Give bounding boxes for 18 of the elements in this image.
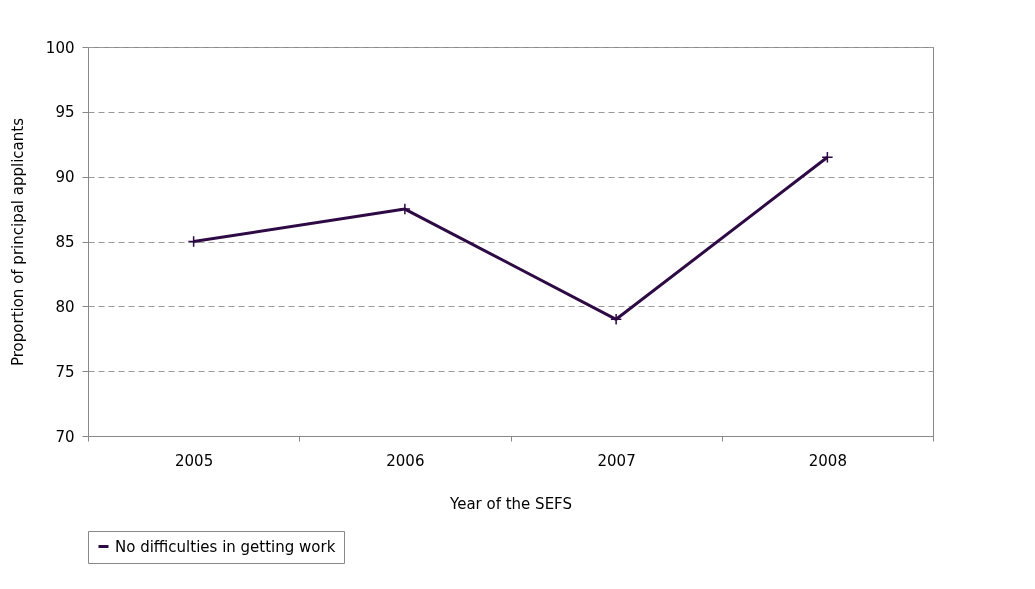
y-tick-label: 75 (55, 362, 75, 381)
y-tick-label: 95 (55, 103, 75, 122)
x-axis-title: Year of the SEFS (448, 494, 573, 513)
y-tick-label: 85 (55, 233, 75, 251)
x-tick-label: 2006 (386, 451, 425, 470)
x-tick-label: 2007 (597, 451, 636, 470)
x-tick-label: 2005 (175, 451, 214, 470)
point (610, 313, 623, 326)
y-tick-label: 70 (55, 427, 75, 446)
x-tick-label: 2008 (808, 451, 847, 470)
y-tick-label: 90 (55, 168, 75, 187)
point (187, 235, 200, 248)
legend-label: No difficulties in getting work (115, 537, 336, 556)
y-axis-title: Proportion of principal applicants (8, 117, 27, 367)
point (821, 151, 834, 164)
y-tick-label: 80 (55, 297, 75, 316)
y-tick-label: 100 (45, 38, 75, 57)
point (398, 203, 411, 216)
